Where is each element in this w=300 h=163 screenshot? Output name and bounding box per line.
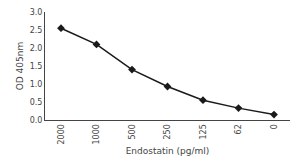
svg-text:500: 500: [128, 124, 137, 139]
svg-text:3.0: 3.0: [30, 8, 43, 17]
svg-text:2000: 2000: [57, 124, 66, 144]
svg-text:0.0: 0.0: [30, 116, 43, 125]
svg-text:OD 405nm: OD 405nm: [15, 42, 25, 91]
svg-text:1.5: 1.5: [30, 62, 43, 71]
svg-text:0.5: 0.5: [30, 98, 43, 107]
svg-text:1.0: 1.0: [30, 80, 43, 89]
svg-text:0: 0: [270, 124, 279, 129]
svg-text:1000: 1000: [92, 124, 101, 144]
svg-text:250: 250: [163, 124, 172, 139]
svg-text:Endostatin (pg/ml): Endostatin (pg/ml): [126, 146, 210, 156]
svg-text:2.0: 2.0: [30, 44, 43, 53]
svg-text:2.5: 2.5: [30, 26, 43, 35]
svg-text:125: 125: [199, 124, 208, 139]
svg-text:62: 62: [234, 124, 243, 134]
